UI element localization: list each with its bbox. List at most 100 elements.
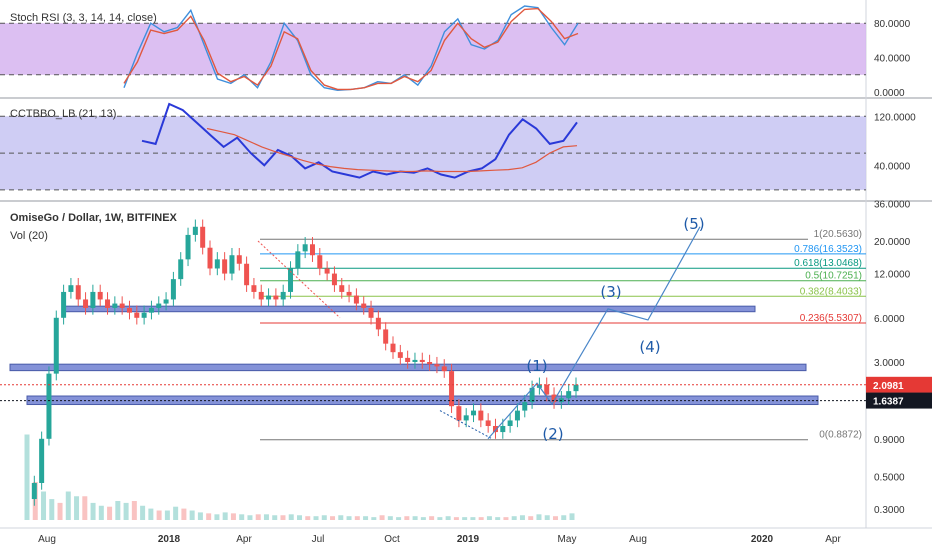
- stoch-y-tick-label: 80.0000: [874, 19, 911, 30]
- candle-body: [317, 255, 323, 269]
- volume-bar: [503, 517, 509, 520]
- volume-bar: [255, 514, 261, 520]
- volume-bar: [197, 512, 203, 520]
- volume-bar: [263, 514, 269, 520]
- volume-bar: [123, 502, 129, 520]
- candle-body: [119, 303, 125, 308]
- fib-level-label: 0.382(8.4033): [800, 286, 862, 297]
- candle-body: [544, 384, 550, 395]
- candle-body: [83, 299, 89, 308]
- elliott-wave-label: (4): [639, 338, 660, 356]
- volume-bar: [181, 508, 187, 520]
- candle-body: [229, 255, 235, 274]
- volume-bar: [57, 502, 63, 520]
- candle-body: [383, 329, 389, 344]
- volume-bar: [519, 515, 525, 520]
- volume-bar: [470, 517, 476, 520]
- candle-body: [126, 307, 132, 313]
- volume-bar: [486, 516, 492, 520]
- volume-bar: [164, 510, 170, 520]
- volume-bar: [396, 517, 402, 520]
- candle-body: [75, 285, 81, 300]
- candle-body: [339, 285, 345, 292]
- candle-body: [105, 299, 111, 308]
- volume-bar: [206, 513, 212, 520]
- stoch-y-tick-label: 0.0000: [874, 88, 905, 99]
- candle-body: [214, 259, 220, 269]
- cctbbo-signal-line: [206, 127, 578, 173]
- candle-body: [331, 273, 337, 286]
- candle-body: [273, 295, 279, 300]
- volume-bar: [445, 516, 451, 520]
- volume-bar: [288, 514, 294, 520]
- time-x-tick-label: Oct: [384, 534, 400, 545]
- price-y-tick-label: 0.9000: [874, 435, 905, 446]
- candle-body: [441, 366, 447, 372]
- main-chart-title: OmiseGo / Dollar, 1W, BITFINEX: [10, 212, 177, 224]
- candle-body: [456, 406, 462, 421]
- elliott-wave-label: (1): [526, 357, 547, 375]
- volume-bar: [148, 508, 154, 520]
- candle-body: [236, 255, 242, 264]
- candle-body: [258, 291, 264, 300]
- volume-bar: [429, 516, 435, 520]
- candle-body: [53, 317, 59, 374]
- candle-body: [200, 226, 206, 248]
- volume-bar: [330, 516, 336, 520]
- fib-level-label: 0.236(5.5307): [800, 313, 862, 324]
- volume-bar: [495, 517, 501, 520]
- candle-body: [573, 384, 579, 392]
- volume-bar: [32, 482, 38, 520]
- volume-bar: [478, 517, 484, 520]
- volume-bar: [189, 510, 195, 520]
- time-x-tick-label: May: [558, 534, 577, 545]
- volume-bar: [140, 505, 146, 520]
- candle-body: [485, 420, 491, 426]
- volume-bar: [98, 505, 104, 520]
- price-badge-bg: [866, 392, 932, 409]
- elliott-wave-label: (2): [542, 425, 563, 443]
- time-x-tick-label: Aug: [38, 534, 56, 545]
- fib-level-label: 0.786(16.3523): [794, 244, 862, 255]
- volume-bar: [412, 516, 418, 520]
- candle-body: [156, 303, 162, 308]
- candle-body: [112, 303, 118, 308]
- candle-body: [346, 291, 352, 296]
- candle-body: [222, 259, 228, 274]
- candle-body: [434, 364, 440, 367]
- price-y-tick-label: 6.0000: [874, 314, 905, 325]
- candle-body: [97, 291, 103, 300]
- candle-body: [427, 362, 433, 365]
- candle-body: [449, 371, 455, 407]
- price-badge-bg: [866, 376, 932, 393]
- volume-bar: [305, 516, 311, 520]
- candle-body: [309, 244, 315, 256]
- volume-bar: [222, 512, 228, 520]
- volume-bar: [453, 517, 459, 520]
- cctbbo-y-tick-label: 120.0000: [874, 112, 916, 123]
- candle-body: [522, 402, 528, 411]
- candle-body: [375, 317, 381, 330]
- volume-bar: [371, 517, 377, 520]
- candle-body: [61, 291, 67, 318]
- time-x-tick-label: 2020: [751, 534, 774, 545]
- candle-body: [390, 343, 396, 353]
- candle-body: [368, 307, 374, 318]
- volume-bar: [74, 496, 80, 520]
- volume-bar: [115, 501, 121, 520]
- price-y-tick-label: 3.0000: [874, 358, 905, 369]
- cctbbo-line: [141, 102, 578, 179]
- price-y-tick-label: 20.0000: [874, 237, 911, 248]
- volume-bar: [230, 513, 236, 520]
- candle-body: [163, 299, 169, 304]
- candle-body: [141, 312, 147, 318]
- wave-trendline: [439, 410, 493, 440]
- candle-body: [280, 291, 286, 300]
- candle-body: [192, 226, 198, 235]
- elliott-wave-label: (3): [600, 283, 621, 301]
- volume-bar: [41, 491, 47, 520]
- volume-bar: [173, 506, 179, 520]
- candle-body: [178, 259, 184, 280]
